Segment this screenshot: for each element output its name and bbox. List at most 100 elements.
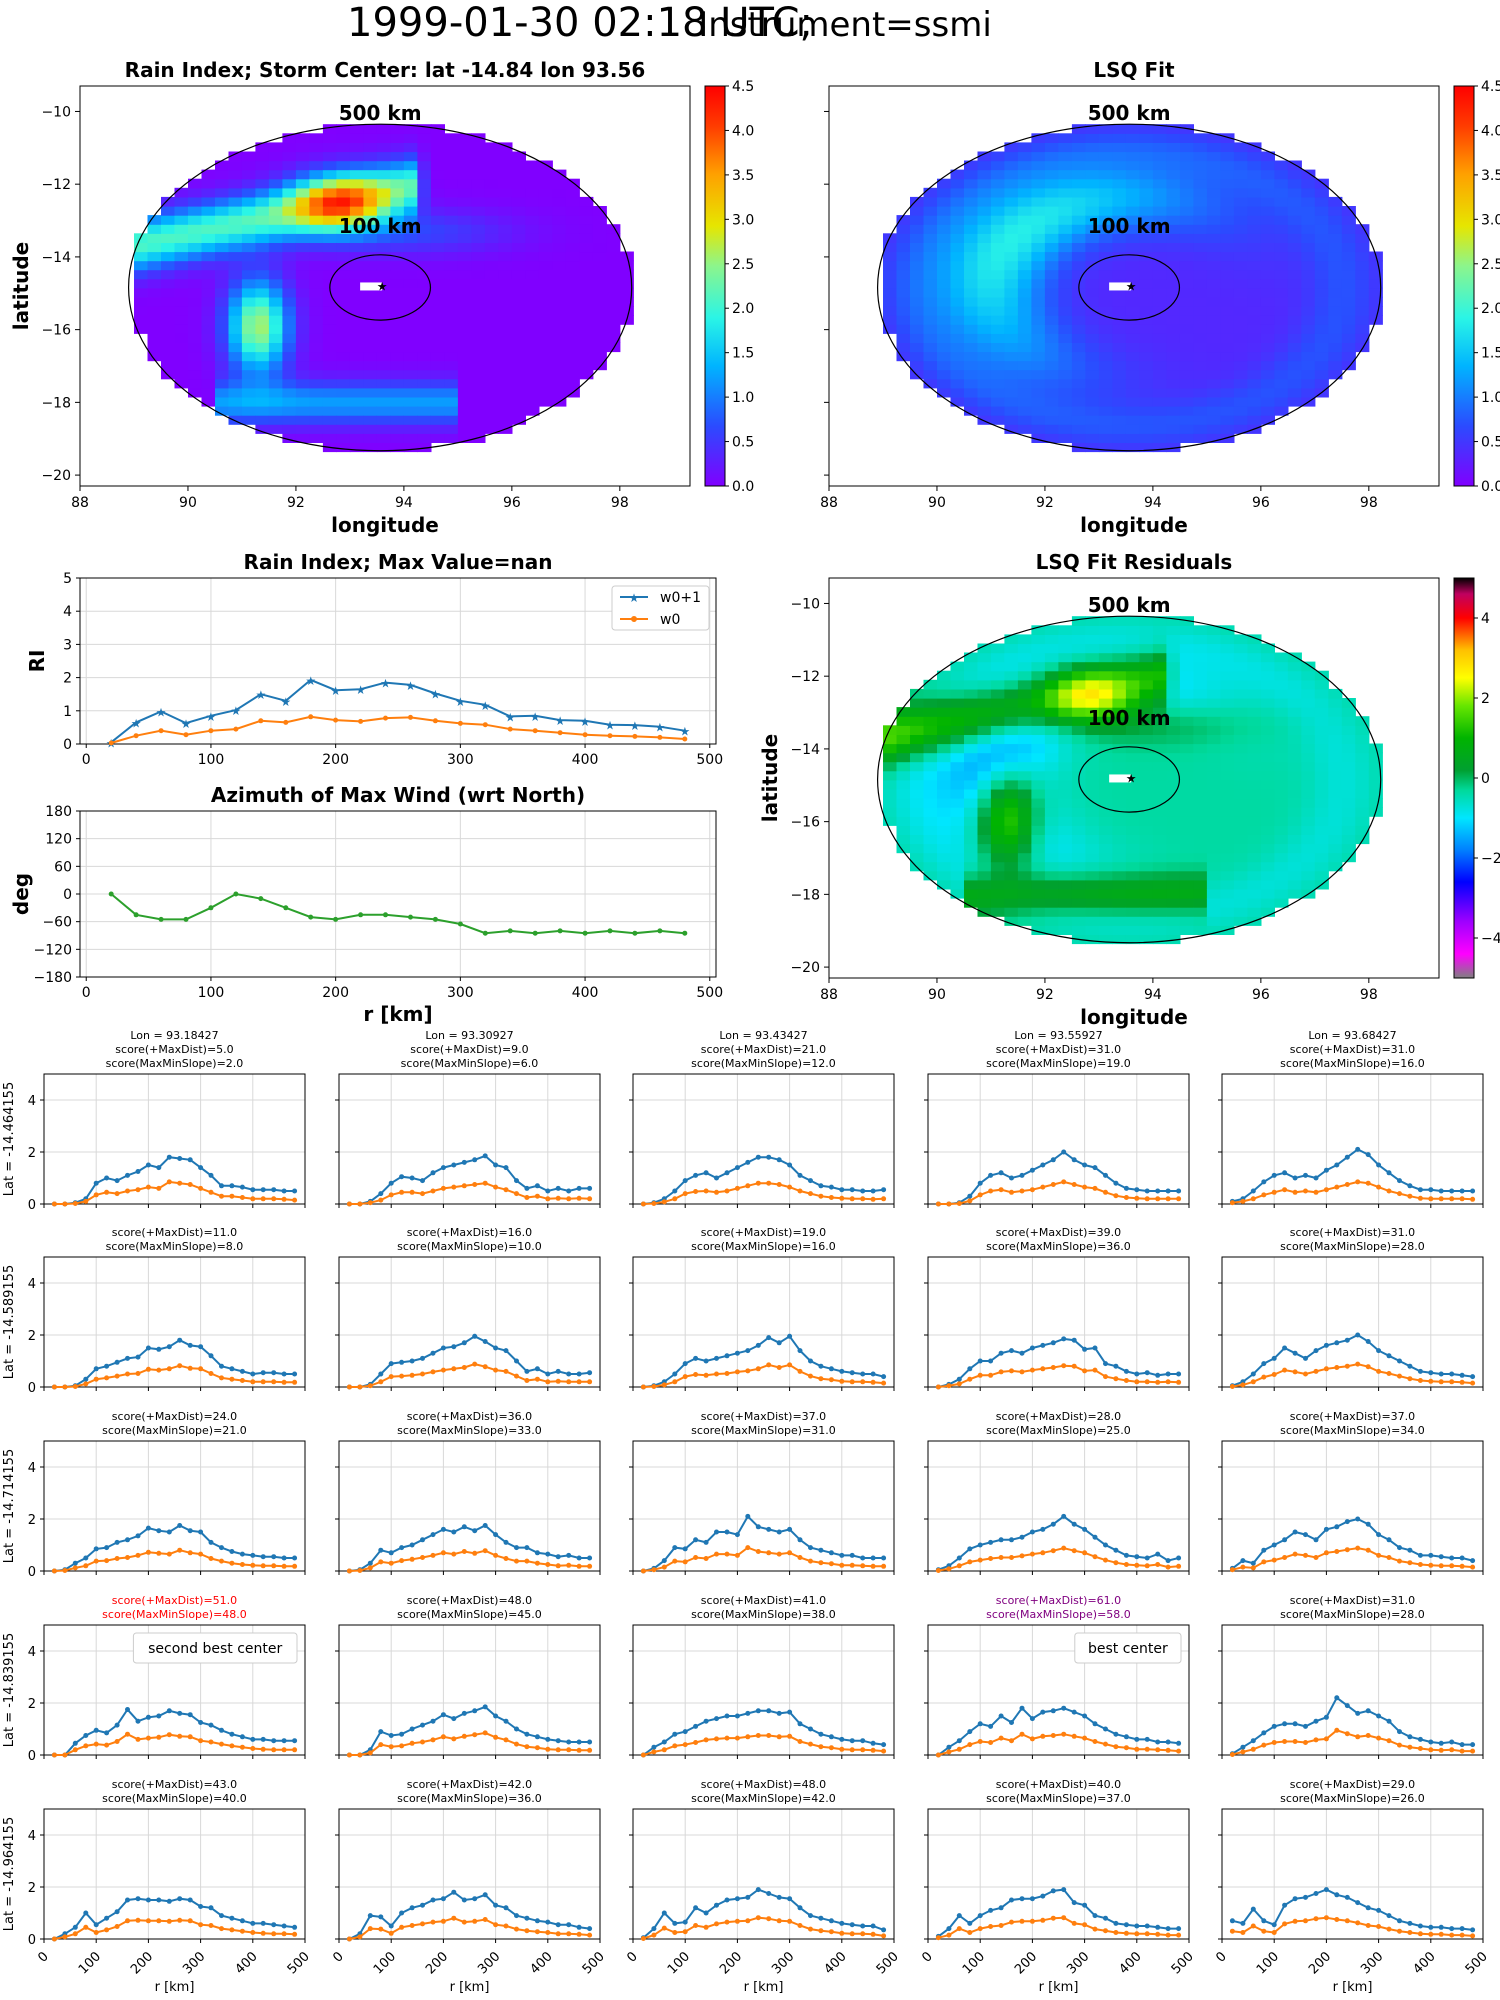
plot-frame <box>43 1624 306 1756</box>
heatmap-cell <box>525 224 540 234</box>
heatmap-cell <box>1233 215 1248 225</box>
heatmap-cell <box>390 433 405 443</box>
heatmap-cell <box>1017 779 1032 790</box>
heatmap-cell <box>444 360 459 371</box>
data-point-w0p1 <box>1376 1162 1382 1168</box>
data-point-w0p1 <box>787 1162 793 1168</box>
heatmap-cell <box>1206 342 1221 353</box>
data-point-w0 <box>1240 1198 1246 1204</box>
annotation-box <box>132 1632 298 1664</box>
heatmap-cell <box>1341 725 1356 735</box>
heatmap-cell <box>1193 278 1208 289</box>
heatmap-cell <box>228 315 243 325</box>
heatmap-cell <box>950 743 965 754</box>
data-point-w0p1 <box>166 1529 172 1535</box>
heatmap-cell <box>1220 679 1235 690</box>
heatmap-cell <box>1179 406 1194 416</box>
data-point-w0 <box>839 1746 845 1752</box>
heatmap-cell <box>215 242 230 253</box>
heatmap-cell <box>1125 752 1140 763</box>
heatmap-cell <box>1328 306 1343 316</box>
heatmap-cell <box>1220 825 1235 835</box>
heatmap-cell <box>1233 843 1248 854</box>
data-point-w0 <box>672 1379 678 1385</box>
heatmap-cell <box>1220 396 1235 407</box>
heatmap-cell <box>376 233 391 243</box>
data-point-w0p1 <box>566 1188 572 1194</box>
heatmap-cell <box>215 296 230 307</box>
heatmap-cell <box>390 306 405 316</box>
heatmap-cell <box>1341 296 1356 307</box>
heatmap-cell <box>1085 879 1100 890</box>
heatmap-cell <box>1031 643 1046 654</box>
heatmap-cell <box>1152 652 1167 663</box>
heatmap-cell <box>910 761 925 772</box>
heatmap-cell <box>1247 643 1262 654</box>
subplot-r4-c4: score(+MaxDist)=61.0score(MaxMinSlope)=5… <box>924 1594 1190 1759</box>
heatmap-cell <box>1085 816 1100 826</box>
heatmap-cell <box>579 369 594 380</box>
heatmap-cell <box>1301 278 1316 289</box>
heatmap-cell <box>1044 342 1059 353</box>
data-point-w0 <box>1438 1563 1444 1569</box>
heatmap-cell <box>1071 224 1086 234</box>
heatmap-cell <box>1179 679 1194 690</box>
heatmap-cell <box>390 333 405 343</box>
heatmap-cell <box>363 187 378 198</box>
heatmap-cell <box>444 424 459 434</box>
heatmap-cell <box>1031 634 1046 645</box>
data-point-w0 <box>1061 1179 1067 1185</box>
heatmap-cell <box>1193 634 1208 645</box>
series-line-w0p1 <box>349 1524 590 1572</box>
data-point-w0 <box>860 1196 866 1202</box>
heatmap-cell <box>1017 898 1032 908</box>
heatmap-cell <box>1301 351 1316 362</box>
heatmap-cell <box>1247 634 1262 645</box>
y-tick-label: 4 <box>28 1094 36 1109</box>
y-tick-label: −20 <box>41 468 71 484</box>
data-point-w0 <box>714 1189 719 1195</box>
heatmap-cell <box>457 387 472 398</box>
heatmap-cell <box>883 287 898 298</box>
heatmap-cell <box>1220 788 1235 799</box>
data-point-w0 <box>1323 1366 1329 1372</box>
heatmap-cell <box>1166 788 1181 799</box>
heatmap-cell <box>457 360 472 371</box>
heatmap-cell <box>896 233 911 243</box>
heatmap-cell <box>1193 196 1208 207</box>
data-point-w0 <box>514 1373 519 1379</box>
data-point-w0 <box>1240 1382 1246 1388</box>
heatmap-cell <box>174 242 189 253</box>
data-point-w0 <box>493 1184 499 1190</box>
radius-500km-circle <box>127 123 633 452</box>
heatmap-cell <box>1341 752 1356 763</box>
heatmap-cell <box>1233 315 1248 325</box>
heatmap-cell <box>1125 296 1140 307</box>
heatmap-cell <box>990 233 1005 243</box>
data-point-w0 <box>114 1556 120 1561</box>
heatmap-cell <box>977 406 992 416</box>
data-point-w0p1 <box>461 1710 467 1716</box>
heatmap-cell <box>1031 843 1046 854</box>
heatmap-cell <box>525 333 540 343</box>
heatmap-cell <box>1017 187 1032 198</box>
data-point-w0 <box>849 1196 855 1202</box>
heatmap-cell <box>525 269 540 280</box>
heatmap-cell <box>1166 707 1181 717</box>
heatmap-cell <box>1206 670 1221 681</box>
heatmap-cell <box>1328 324 1343 334</box>
score-maxminslope: score(MaxMinSlope)=28.0 <box>1280 1240 1425 1253</box>
heatmap-cell <box>1125 716 1140 726</box>
heatmap-cell <box>417 178 432 189</box>
heatmap-cell <box>215 196 230 207</box>
data-point-w0 <box>1123 1562 1129 1567</box>
heatmap-cell <box>937 743 952 754</box>
heatmap-cell <box>255 406 270 416</box>
heatmap-cell <box>552 169 567 180</box>
heatmap-cell <box>309 296 324 307</box>
data-point-w0p1 <box>1176 1371 1182 1377</box>
heatmap-cell <box>1179 133 1194 143</box>
heatmap-cell <box>1044 387 1059 398</box>
heatmap-cell <box>1125 169 1140 180</box>
